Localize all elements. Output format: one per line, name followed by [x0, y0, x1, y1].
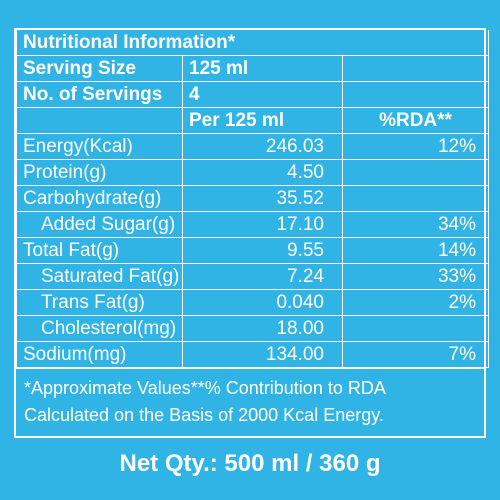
nutrient-rda: 7%	[341, 341, 490, 368]
nutrient-name: Saturated Fat(g)	[16, 263, 183, 290]
servings-label: No. of Servings	[16, 81, 183, 108]
nutrient-name: Carbohydrate(g)	[16, 185, 183, 212]
nutrient-rda: 33%	[341, 263, 490, 290]
nutrient-row: Sodium(mg) 134.00 7%	[16, 341, 490, 368]
nutrient-value: 9.55	[182, 237, 343, 264]
table-title: Nutritional Information*	[15, 30, 490, 56]
nutrient-value: 246.03	[182, 133, 343, 160]
column-header-row: Per 125 ml %RDA**	[16, 107, 490, 134]
nutrient-name: Sodium(mg)	[16, 341, 183, 368]
nutrient-value: 7.24	[182, 263, 343, 290]
serving-size-row: Serving Size 125 ml	[16, 55, 490, 82]
nutrient-rda: 14%	[341, 237, 490, 264]
empty-cell	[341, 55, 490, 82]
nutrient-name: Trans Fat(g)	[16, 289, 183, 316]
nutrient-name: Added Sugar(g)	[16, 211, 183, 238]
nutrient-row: Cholesterol(mg) 18.00	[16, 315, 490, 342]
empty-cell	[16, 107, 183, 134]
footnote-line-1: *Approximate Values**% Contribution to R…	[24, 378, 386, 398]
nutrient-rda: 2%	[341, 289, 490, 316]
nutrient-name: Cholesterol(mg)	[16, 315, 183, 342]
nutrient-row: Energy(Kcal) 246.03 12%	[16, 133, 490, 160]
nutrient-name: Protein(g)	[16, 159, 183, 186]
nutrient-rda: 34%	[341, 211, 490, 238]
nutrient-value: 0.040	[182, 289, 343, 316]
nutrient-row: Protein(g) 4.50	[16, 159, 490, 186]
nutrient-row: Total Fat(g) 9.55 14%	[16, 237, 490, 264]
per-serving-header: Per 125 ml	[182, 107, 343, 134]
nutrient-row: Saturated Fat(g) 7.24 33%	[16, 263, 490, 290]
nutrient-value: 18.00	[182, 315, 343, 342]
rda-header: %RDA**	[341, 107, 490, 134]
nutrient-rows: Energy(Kcal) 246.03 12% Protein(g) 4.50 Carbo…	[16, 133, 490, 368]
nutrient-rda: 12%	[341, 133, 490, 160]
nutrient-value: 35.52	[182, 185, 343, 212]
nutrition-panel: Nutritional Information* Serving Size 12…	[14, 28, 490, 438]
nutrient-name: Total Fat(g)	[16, 237, 183, 264]
nutrient-row: Trans Fat(g) 0.040 2%	[16, 289, 490, 316]
nutrient-value: 17.10	[182, 211, 343, 238]
servings-row: No. of Servings 4	[16, 81, 490, 108]
title-row: Nutritional Information*	[15, 30, 490, 56]
nutrient-rda	[341, 185, 490, 212]
nutrient-rda	[341, 159, 490, 186]
empty-cell	[341, 81, 490, 108]
serving-size-label: Serving Size	[16, 55, 183, 82]
nutrient-value: 4.50	[182, 159, 343, 186]
nutrient-row: Carbohydrate(g) 35.52	[16, 185, 490, 212]
nutrient-row: Added Sugar(g) 17.10 34%	[16, 211, 490, 238]
footnote-line-2: Calculated on the Basis of 2000 Kcal Ene…	[24, 405, 384, 425]
servings-value: 4	[182, 81, 343, 108]
nutrient-rda	[341, 315, 490, 342]
footnote: *Approximate Values**% Contribution to R…	[16, 368, 484, 436]
serving-size-value: 125 ml	[182, 55, 343, 82]
net-quantity: Net Qty.: 500 ml / 360 g	[119, 450, 381, 477]
nutrient-name: Energy(Kcal)	[16, 133, 183, 160]
nutrition-table: Nutritional Information* Serving Size 12…	[15, 30, 490, 368]
nutrient-value: 134.00	[182, 341, 343, 368]
